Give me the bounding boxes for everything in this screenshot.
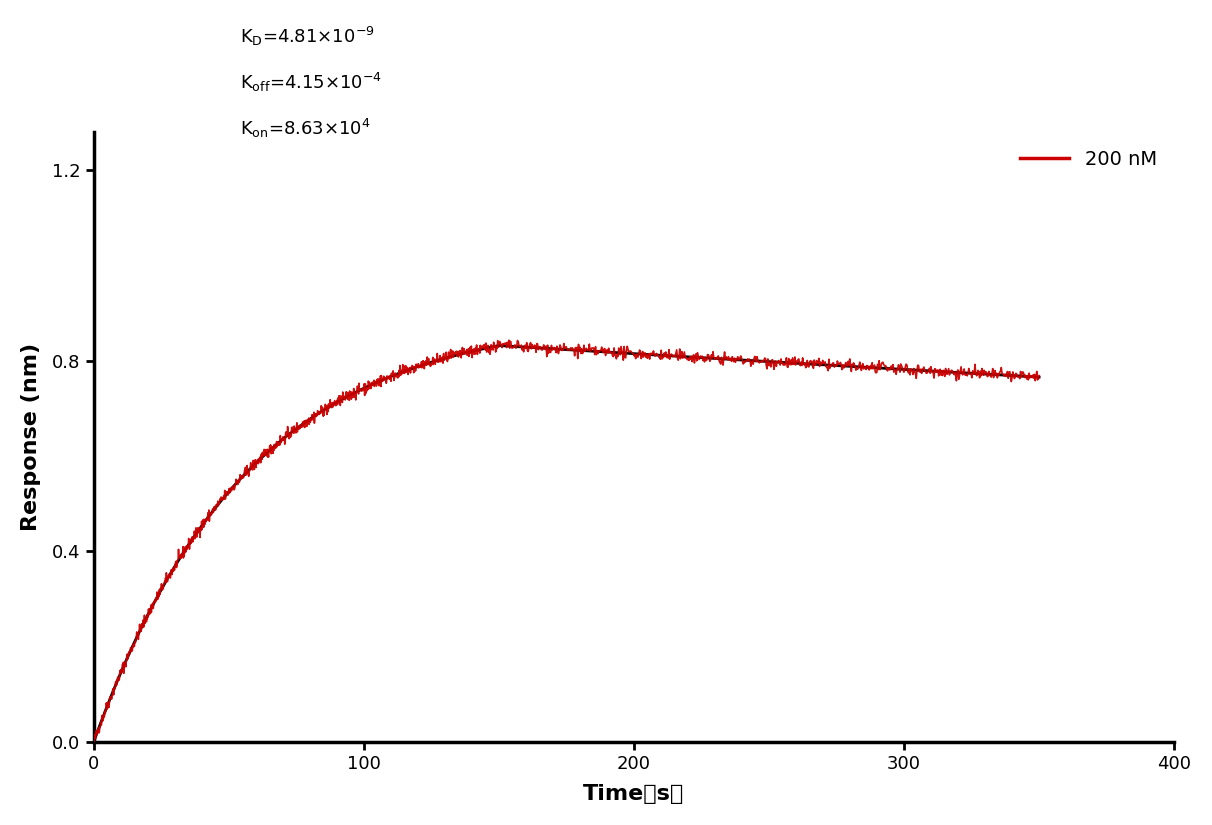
X-axis label: Time（s）: Time（s）	[583, 785, 685, 804]
Text: K$_{\mathrm{D}}$=4.81×10$^{-9}$: K$_{\mathrm{D}}$=4.81×10$^{-9}$	[240, 26, 375, 49]
Text: K$_{\mathrm{off}}$=4.15×10$^{-4}$: K$_{\mathrm{off}}$=4.15×10$^{-4}$	[240, 71, 382, 94]
Y-axis label: Response (nm): Response (nm)	[21, 343, 41, 531]
Legend: 200 nM: 200 nM	[1012, 142, 1165, 177]
Text: K$_{\mathrm{on}}$=8.63×10$^{4}$: K$_{\mathrm{on}}$=8.63×10$^{4}$	[240, 117, 371, 140]
